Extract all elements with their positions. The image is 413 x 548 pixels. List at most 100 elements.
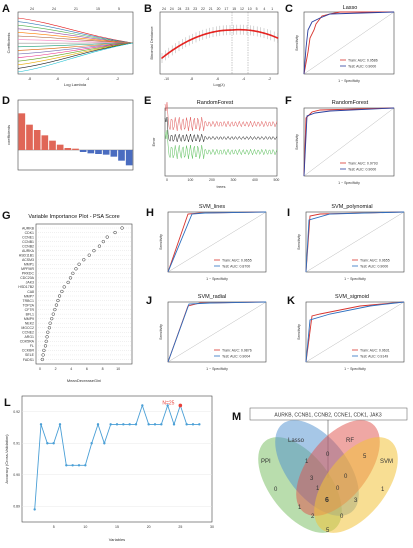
panel-b-toptick: 17 bbox=[224, 7, 228, 11]
gene-label: FADS1 bbox=[23, 358, 34, 362]
importance-dot bbox=[87, 253, 91, 257]
importance-dot bbox=[66, 280, 70, 285]
panel-e-xtick: 200 bbox=[209, 178, 215, 182]
panel-m-gene-list: AURKB, CCNB1, CCNB2, CCNE1, CDK1, JAK3 bbox=[274, 413, 381, 419]
panel-i-test-curve bbox=[305, 211, 405, 273]
panel-c-test-curve bbox=[303, 11, 395, 75]
panel-k-legend-train: Train: AUC: 0.9631 bbox=[360, 349, 390, 353]
coef-bar bbox=[18, 113, 26, 150]
panel-l-ylabel: Accuracy (Cross-Validation) bbox=[4, 434, 9, 484]
coef-path bbox=[17, 17, 134, 44]
panel-g-xtick: 8 bbox=[102, 367, 104, 371]
panel-e-xtick: 100 bbox=[188, 178, 194, 182]
panel-c: C Lasso Train: AUC: 0.9586 Test: AUC: 0.… bbox=[285, 3, 395, 83]
panel-a-xtick-1: -6 bbox=[56, 77, 59, 81]
importance-dot bbox=[60, 289, 64, 294]
panel-a-toptick-4: 5 bbox=[118, 7, 120, 11]
accuracy-point bbox=[172, 423, 176, 426]
accuracy-point bbox=[33, 508, 36, 511]
accuracy-point bbox=[77, 464, 81, 467]
panel-l-xlabel: Variables bbox=[109, 537, 125, 542]
importance-dot bbox=[44, 339, 48, 343]
panel-h-diagonal bbox=[167, 211, 267, 273]
panel-b-toptick: 24 bbox=[178, 7, 182, 11]
panel-g: G Variable Importance Plot - PSA Score A… bbox=[2, 210, 133, 383]
panel-b-toptick: 15 bbox=[232, 7, 236, 11]
importance-dot bbox=[51, 312, 55, 316]
panel-k-xlabel: 1 − Specificity bbox=[344, 367, 366, 371]
panel-b-toptick: 10 bbox=[248, 7, 252, 11]
panel-f-label: F bbox=[285, 95, 292, 107]
panel-d-bars bbox=[18, 113, 133, 166]
panel-a-toptick-1: 24 bbox=[52, 7, 56, 11]
panel-h: H SVM_lines Train: AUC: 0.9655 Test: AUC… bbox=[146, 204, 267, 281]
panel-j-frame bbox=[167, 301, 267, 363]
gene-label: MPFMR bbox=[21, 267, 34, 271]
panel-i-frame bbox=[305, 211, 405, 273]
panel-b-toptick: 5 bbox=[256, 7, 258, 11]
panel-e-ylabel: Error bbox=[151, 137, 156, 147]
panel-f-title: RandomForest bbox=[332, 100, 369, 106]
panel-e-xtick: 300 bbox=[231, 178, 237, 182]
panel-j-diagonal bbox=[167, 301, 267, 363]
coef-bar bbox=[79, 150, 87, 152]
importance-dot bbox=[56, 298, 60, 303]
gene-label: PRKDC bbox=[22, 272, 35, 276]
gene-label: ACSM3 bbox=[22, 258, 34, 262]
panel-c-diagonal bbox=[303, 11, 395, 75]
gene-label: CFTR bbox=[25, 308, 35, 312]
panel-l-ytick: 0.91 bbox=[13, 441, 20, 445]
panel-l-xtick: 20 bbox=[147, 525, 151, 529]
panel-l-label: L bbox=[4, 397, 11, 409]
panel-a-toptick-2: 21 bbox=[74, 7, 78, 11]
panel-l-ytick: 0.89 bbox=[13, 504, 20, 508]
panel-d-frame bbox=[17, 99, 134, 171]
panel-k-legend-test: Test: AUC: 0.9149 bbox=[360, 355, 388, 359]
panel-f-diagonal bbox=[303, 107, 395, 177]
venn-count-ppi-lasso-svm: 2 bbox=[311, 514, 315, 520]
accuracy-point bbox=[185, 423, 188, 426]
gene-label: CCKBR bbox=[22, 349, 35, 353]
panel-g-xtick: 6 bbox=[86, 367, 88, 371]
panel-h-legend-train: Train: AUC: 0.9655 bbox=[222, 259, 252, 263]
panel-k-frame bbox=[305, 301, 405, 363]
panel-b-xlabel: Log(λ) bbox=[213, 82, 225, 87]
panel-k-test-curve bbox=[305, 301, 405, 363]
panel-j-title: SVM_radial bbox=[198, 294, 226, 300]
panel-f-train-curve bbox=[303, 107, 395, 177]
panel-i-label: I bbox=[287, 207, 290, 219]
venn-label-rf: RF bbox=[346, 438, 354, 444]
panel-e-xlabel: trees bbox=[217, 184, 226, 189]
importance-dot bbox=[82, 258, 86, 262]
importance-dot bbox=[45, 335, 49, 339]
panel-h-ylabel: Sensitivity bbox=[159, 234, 163, 250]
panel-j-test-curve bbox=[167, 301, 267, 363]
panel-b-toptick: 23 bbox=[193, 7, 197, 11]
gene-label: NEK2 bbox=[25, 322, 34, 326]
panel-k-train-curve bbox=[305, 301, 405, 363]
importance-dot bbox=[43, 344, 48, 348]
panel-l-ytick: 0.92 bbox=[13, 410, 20, 414]
importance-dot bbox=[42, 348, 46, 353]
gene-label: MMP9 bbox=[24, 317, 34, 321]
panel-b-ylabel: Binomial Deviance bbox=[149, 26, 154, 60]
gene-label: CCNB1 bbox=[22, 240, 34, 244]
panel-g-xtick: 10 bbox=[116, 367, 120, 371]
panel-h-title: SVM_lines bbox=[199, 204, 226, 210]
coef-path bbox=[17, 42, 134, 58]
accuracy-point bbox=[198, 423, 201, 426]
panel-b-toptick: 12 bbox=[240, 7, 244, 11]
panel-g-xlabel: MeanDecreaseGini bbox=[67, 378, 101, 383]
panel-i-diagonal bbox=[305, 211, 405, 273]
panel-f-ylabel: Sensitivity bbox=[295, 134, 299, 150]
panel-a-xtick-2: -4 bbox=[86, 77, 89, 81]
importance-dot bbox=[105, 235, 109, 239]
coef-path bbox=[17, 32, 134, 44]
panel-j-ylabel: Sensitivity bbox=[159, 324, 163, 340]
coef-bar bbox=[64, 148, 72, 150]
panel-b-xtick-0: -10 bbox=[164, 77, 169, 81]
venn-count-ppi-rf: 1 bbox=[298, 505, 302, 511]
panel-i-title: SVM_polynomial bbox=[331, 204, 372, 210]
accuracy-point bbox=[46, 442, 49, 445]
coef-bar bbox=[118, 150, 125, 161]
